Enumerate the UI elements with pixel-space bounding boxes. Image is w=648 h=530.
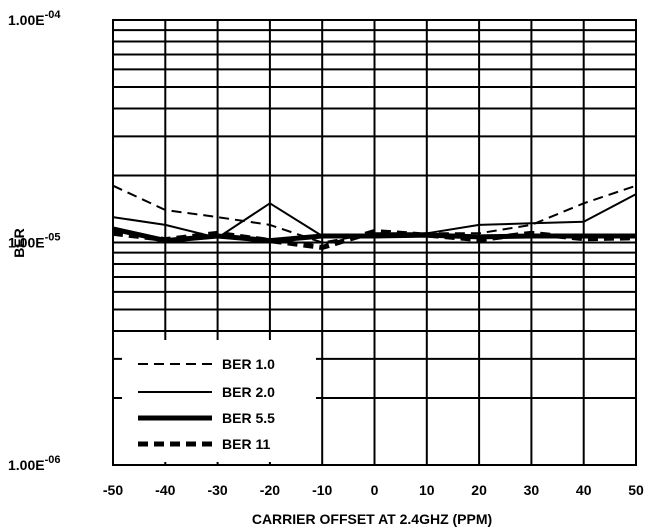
x-tick-label: -10 — [312, 482, 332, 498]
x-tick-label: 20 — [471, 482, 487, 498]
series-line-ber-1-0 — [112, 184, 637, 244]
series-line-ber-11 — [112, 229, 637, 250]
plot-frame — [112, 19, 637, 466]
x-tick-label: -20 — [260, 482, 280, 498]
legend-label: BER 1.0 — [222, 356, 275, 372]
legend: BER 1.0 BER 2.0 BER 5.5 BER 11 — [122, 340, 316, 462]
x-tick-label: 10 — [419, 482, 435, 498]
x-tick-label: 40 — [576, 482, 592, 498]
y-tick-exponent: -06 — [45, 454, 61, 466]
x-tick-label: -30 — [207, 482, 227, 498]
legend-label: BER 5.5 — [222, 410, 275, 426]
legend-label: BER 11 — [222, 436, 270, 452]
y-tick-exponent: -05 — [45, 232, 61, 244]
y-tick-label: 1.00E-04 — [8, 9, 61, 28]
x-tick-label: 0 — [371, 482, 379, 498]
x-tick-label: 30 — [524, 482, 540, 498]
legend-label: BER 2.0 — [222, 384, 275, 400]
x-axis-label: CARRIER OFFSET AT 2.4GHZ (PPM) — [252, 511, 492, 527]
x-tick-label: -50 — [103, 482, 123, 498]
x-tick-label: -40 — [155, 482, 175, 498]
y-tick-exponent: -04 — [45, 9, 62, 21]
y-tick-label: 1.00E-06 — [8, 454, 61, 473]
series-lines — [112, 184, 637, 250]
legend-box — [122, 340, 316, 462]
y-axis-label: BER — [11, 228, 27, 258]
x-tick-label: 50 — [628, 482, 644, 498]
